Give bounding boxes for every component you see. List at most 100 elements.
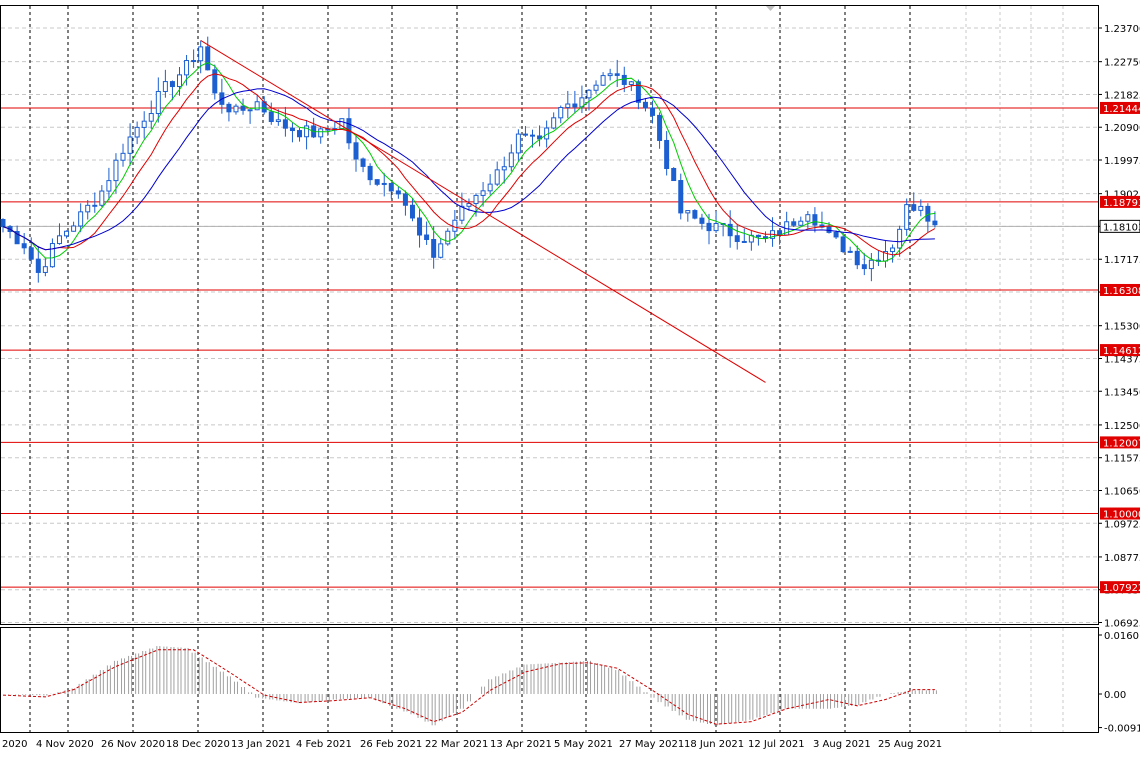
candle-body <box>727 223 733 237</box>
candle-body <box>409 204 415 219</box>
candle-body <box>247 109 253 112</box>
candle-body <box>148 113 154 122</box>
scroll-marker <box>766 6 775 11</box>
candle-body <box>699 217 705 224</box>
candle-body <box>480 190 486 196</box>
candle-body <box>318 128 324 138</box>
candle-body <box>212 69 218 94</box>
date-axis-label: 25 Aug 2021 <box>878 739 942 750</box>
candle-body <box>191 60 197 63</box>
price-axis-label: 1.19975 <box>1104 156 1140 167</box>
candle-body <box>628 81 634 85</box>
candle-body <box>226 103 232 113</box>
trendline <box>200 39 766 383</box>
level-label: 1.07922 <box>1103 583 1140 594</box>
date-axis-label: 26 Nov 2020 <box>101 739 165 750</box>
candle-body <box>141 120 147 128</box>
candle-body <box>127 136 133 154</box>
candle-body <box>572 103 578 108</box>
price-axis-label: 1.06925 <box>1104 619 1140 630</box>
candle-body <box>890 247 896 253</box>
candle-body <box>918 205 924 211</box>
candle-body <box>14 231 20 245</box>
candle-body <box>240 105 246 111</box>
candle-body <box>162 81 168 92</box>
oscillator-signal-line <box>2 649 935 725</box>
candle-body <box>395 190 401 195</box>
candle-body <box>402 193 408 206</box>
level-label-box <box>1100 283 1140 296</box>
candle-body <box>388 182 394 192</box>
candle-body <box>113 159 119 182</box>
candle-body <box>650 107 656 116</box>
candle-body <box>452 219 458 232</box>
current-price-box <box>1099 219 1140 233</box>
candle-body <box>854 250 860 266</box>
candle-body <box>381 182 387 185</box>
candle-body <box>184 60 190 76</box>
date-axis-label: 22 Mar 2021 <box>425 739 488 750</box>
price-axis-label: 1.15300 <box>1104 322 1140 333</box>
candle-body <box>374 179 380 185</box>
candle-body <box>445 230 451 245</box>
candle-body <box>459 205 465 221</box>
price-axis-label: 1.12500 <box>1104 421 1140 432</box>
candle-body <box>155 90 161 115</box>
candle-body <box>706 222 712 232</box>
candle-body <box>692 210 698 219</box>
candle-body <box>861 264 867 270</box>
candle-body <box>169 81 175 88</box>
candle-body <box>642 101 648 109</box>
candle-body <box>487 183 493 192</box>
candle-body <box>678 180 684 214</box>
date-axis-label: 18 Dec 2020 <box>166 739 230 750</box>
candle-body <box>833 231 839 238</box>
candle-body <box>254 101 260 111</box>
price-axis-label: 1.11575 <box>1104 454 1140 465</box>
candle-body <box>621 74 627 85</box>
candle-body <box>911 204 917 211</box>
candle-body <box>353 142 359 160</box>
candle-body <box>417 217 423 236</box>
candle-body <box>812 214 818 226</box>
oscillator-axis-label: 0.01601 <box>1104 631 1140 642</box>
candle-body <box>85 204 91 213</box>
candle-body <box>868 259 874 270</box>
candle-body <box>501 166 507 171</box>
date-axis-label: 5 May 2021 <box>554 739 613 750</box>
candle-body <box>798 220 804 226</box>
candle-body <box>0 219 6 228</box>
candle-body <box>847 250 853 253</box>
date-axis-label: 3 Aug 2021 <box>813 739 871 750</box>
candle-body <box>21 243 27 249</box>
candle-body <box>473 194 479 205</box>
candle-body <box>494 169 500 185</box>
price-axis-label: 1.23700 <box>1104 24 1140 35</box>
level-label: 1.14612 <box>1103 346 1140 357</box>
date-axis-label: 2020 <box>2 739 27 750</box>
candle-body <box>56 235 62 245</box>
candle-body <box>635 81 641 103</box>
candle-body <box>826 226 832 233</box>
candle-body <box>522 133 528 136</box>
level-label: 1.18793 <box>1103 198 1140 209</box>
candle-body <box>565 103 571 109</box>
candle-body <box>897 228 903 249</box>
candle-body <box>233 105 239 113</box>
candle-body <box>268 111 274 123</box>
level-label: 1.10000 <box>1103 510 1140 521</box>
price-axis-label: 1.09725 <box>1104 519 1140 530</box>
candle-body <box>282 119 288 129</box>
price-axis-label: 1.21825 <box>1104 90 1140 101</box>
candle-body <box>551 117 557 129</box>
candle-body <box>840 236 846 253</box>
oscillator-pane <box>0 627 1099 733</box>
candle-body <box>71 225 77 232</box>
level-label-box <box>1100 195 1140 208</box>
candle-body <box>614 73 620 76</box>
date-axis-label: 4 Nov 2020 <box>36 739 94 750</box>
candle-body <box>466 203 472 207</box>
candle-body <box>424 234 430 241</box>
